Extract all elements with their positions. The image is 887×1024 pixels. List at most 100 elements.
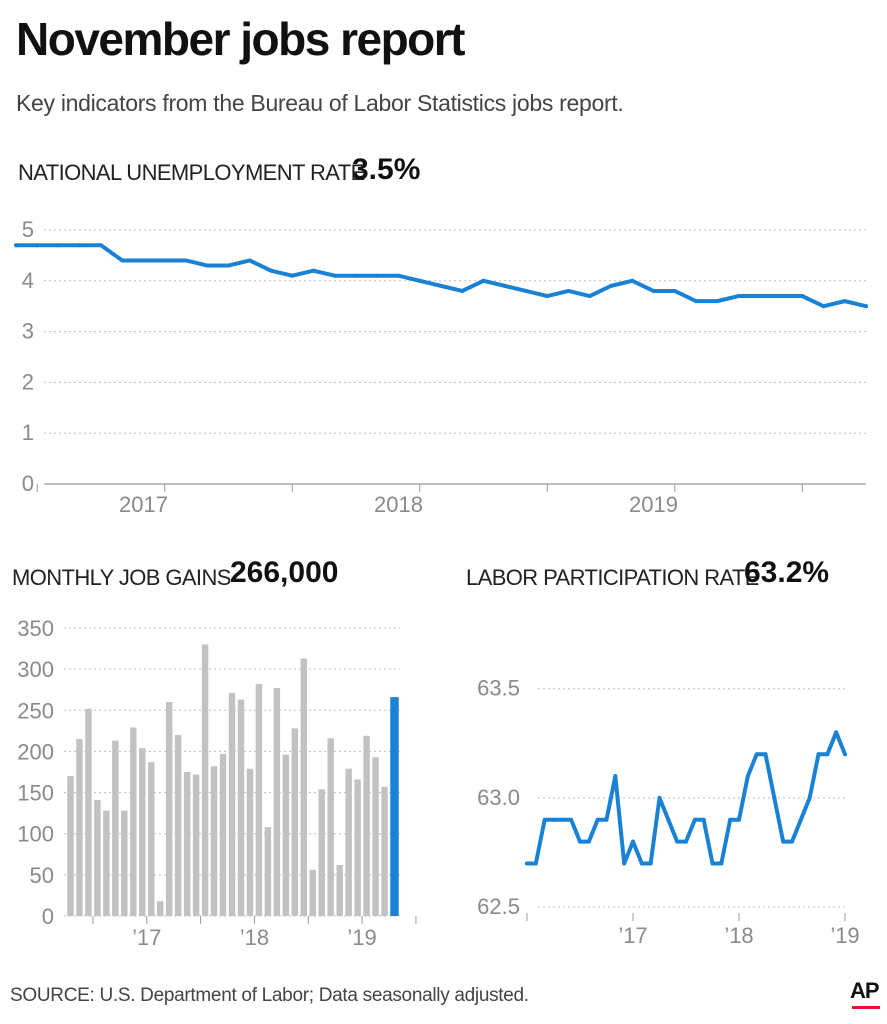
y-tick-label: 350 [17,616,54,641]
data-bar [300,658,308,916]
data-point [710,861,715,866]
chart-title: November jobs report [16,13,466,65]
data-point [604,817,609,822]
data-point [757,294,762,299]
data-point [35,243,40,248]
x-tick-label: ’19 [830,923,859,948]
data-point [311,268,316,273]
x-tick-label: ’17 [618,923,647,948]
data-point [719,861,724,866]
y-tick-label: 250 [17,698,54,723]
y-tick-label: 63.0 [477,785,520,810]
data-bar [210,766,218,916]
data-bar [183,772,191,916]
data-bar [165,702,173,916]
source-note: SOURCE: U.S. Department of Labor; Data s… [10,985,529,1006]
data-point [825,752,830,757]
data-point [745,774,750,779]
data-point [692,817,697,822]
data-point [439,283,443,288]
data-bar [67,776,74,916]
data-point [595,817,600,822]
data-point [798,817,803,822]
unemployment-chart: 0 1 2 3 4 5 2017 2018 2019 [14,217,868,517]
data-point [672,288,677,293]
data-point [56,243,61,248]
data-point [533,861,538,866]
data-point [816,752,821,757]
data-point [226,263,231,268]
logo-underline [852,1006,880,1009]
data-point [864,304,868,309]
data-point [417,278,422,283]
y-tick-label: 63.5 [477,676,520,701]
x-tick-label: ’18 [724,923,753,948]
x-tick-label: ’18 [240,925,269,950]
data-point [609,283,613,288]
x-tick-label: ’19 [347,925,376,950]
data-bar [309,869,316,916]
y-tick-label: 4 [22,268,34,293]
data-point [354,273,358,278]
data-point [630,278,635,283]
data-point [613,774,618,779]
y-tick-label: 300 [17,657,54,682]
data-point [736,294,741,299]
data-bar [219,753,227,916]
data-point [622,861,627,866]
data-point [834,730,839,735]
data-point [728,817,733,822]
data-point [560,817,565,822]
data-bar [327,738,334,916]
data-bar [381,786,388,916]
participation-label: LABOR PARTICIPATION RATE [466,565,759,590]
unemployment-value: 3.5% [352,153,421,186]
y-tick-label: 0 [22,471,34,496]
data-bar [264,827,272,916]
y-tick-label: 100 [17,822,54,847]
data-point [162,258,167,263]
data-bar [318,789,325,916]
data-point [754,752,759,757]
data-point [542,817,547,822]
data-point [481,278,486,283]
y-tick-label: 3 [22,319,34,344]
data-point [566,288,571,293]
data-point [551,817,556,822]
data-point [842,299,847,304]
data-bar [354,779,361,916]
job-gains-chart: 0 50 100 150 200 250 300 350 ’17 ’18 ’19 [17,616,417,950]
y-tick-label: 1 [22,420,34,445]
data-point [14,243,18,248]
data-bar [201,644,209,916]
x-tick-label: 2017 [119,492,168,517]
y-tick-label: 150 [17,781,54,806]
y-tick-label: 62.5 [477,894,520,919]
data-bar [76,739,83,916]
data-point [675,839,680,844]
x-tick-label: 2018 [374,492,423,517]
data-point [545,294,550,299]
data-point [77,243,82,248]
data-point [502,283,507,288]
data-point [578,839,582,844]
chart-subtitle: Key indicators from the Bureau of Labor … [16,90,624,116]
x-tick-label: ’17 [132,925,161,950]
data-bar [237,699,245,916]
job-gains-value: 266,000 [230,556,339,589]
x-tick-label: 2019 [629,492,678,517]
data-bar [282,754,290,916]
data-bar [94,799,101,916]
data-point [657,795,662,800]
data-point [790,839,794,844]
data-bar [372,757,379,916]
data-point [460,288,465,293]
unemployment-label: NATIONAL UNEMPLOYMENT RATE [18,160,365,185]
data-point [524,288,528,293]
data-bar [121,810,128,916]
data-point [763,752,768,757]
data-point [141,258,146,263]
data-point [396,273,401,278]
data-point [807,795,812,800]
data-point [779,294,783,299]
